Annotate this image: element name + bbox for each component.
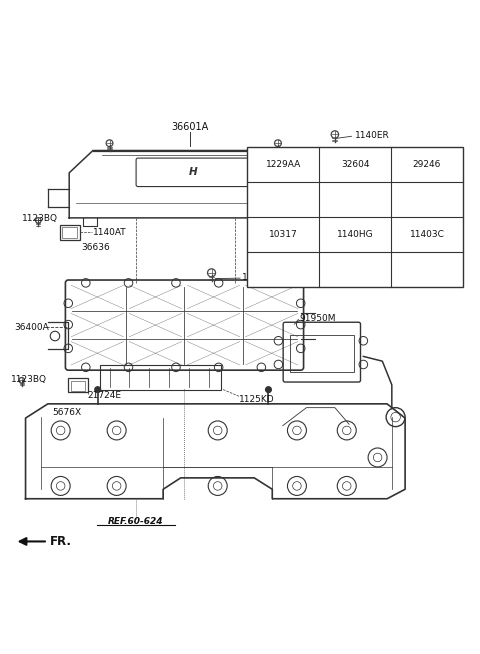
Circle shape bbox=[95, 387, 100, 392]
Text: 11403C: 11403C bbox=[409, 230, 444, 239]
Text: 29246: 29246 bbox=[413, 160, 441, 169]
Text: 10317: 10317 bbox=[269, 230, 298, 239]
Text: 32604: 32604 bbox=[341, 160, 369, 169]
Bar bbox=[68, 378, 88, 392]
Text: 1125KD: 1125KD bbox=[239, 394, 275, 404]
Text: 1123BQ: 1123BQ bbox=[22, 215, 58, 223]
Text: 1140ER: 1140ER bbox=[355, 131, 390, 140]
Text: 36601A: 36601A bbox=[171, 122, 209, 131]
Text: 1140HG: 1140HG bbox=[337, 230, 373, 239]
Text: 1229AA: 1229AA bbox=[265, 160, 301, 169]
Bar bbox=[60, 224, 80, 240]
Text: 1123BQ: 1123BQ bbox=[12, 375, 48, 384]
Text: FR.: FR. bbox=[50, 535, 72, 548]
Text: 36636: 36636 bbox=[81, 243, 110, 252]
Circle shape bbox=[265, 387, 271, 392]
Text: H: H bbox=[189, 167, 198, 177]
Bar bbox=[100, 366, 221, 390]
Text: 5676X: 5676X bbox=[53, 408, 82, 417]
Bar bbox=[313, 186, 332, 206]
Bar bbox=[247, 146, 463, 286]
Text: 1140AT: 1140AT bbox=[93, 228, 127, 237]
Text: 21724E: 21724E bbox=[87, 391, 121, 400]
Text: 91950M: 91950M bbox=[300, 314, 336, 323]
Text: 1140HH: 1140HH bbox=[242, 273, 279, 282]
Bar bbox=[71, 381, 85, 390]
Text: REF.60-624: REF.60-624 bbox=[108, 517, 163, 526]
Bar bbox=[62, 228, 77, 238]
Text: 36400A: 36400A bbox=[14, 322, 49, 332]
Bar bbox=[290, 335, 354, 371]
